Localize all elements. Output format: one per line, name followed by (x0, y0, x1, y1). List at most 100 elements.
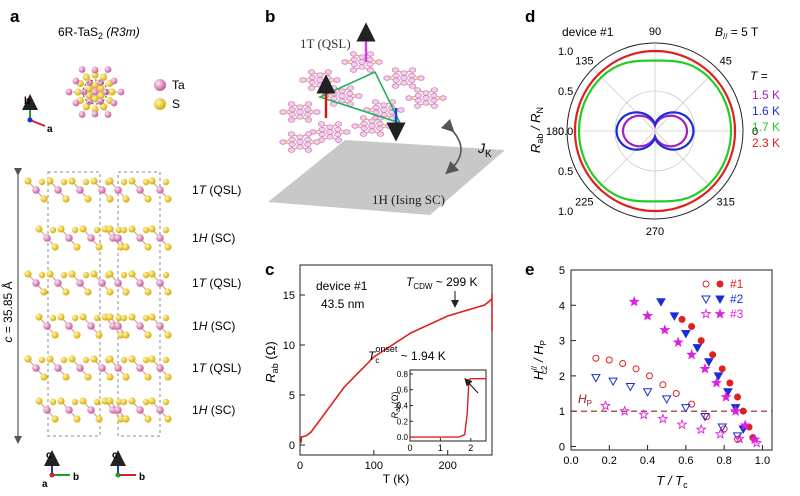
layer-label: 1T (QSL) (192, 361, 241, 375)
ta-site (279, 109, 287, 115)
ta-atom (97, 98, 104, 105)
legend-d-entry: 1.5 K (752, 88, 780, 102)
ta-site (288, 141, 296, 148)
s-atom (144, 331, 152, 339)
s-atom (106, 225, 114, 233)
s-atom (122, 373, 130, 381)
cell-box-right (117, 171, 161, 437)
ta-atom (32, 279, 40, 287)
s-atom (62, 288, 70, 296)
ta-site (324, 74, 332, 81)
ta-atom (65, 406, 73, 414)
plot-e-xlabel: T / Tc (656, 473, 688, 490)
s-atom (60, 178, 68, 186)
ta-site (308, 79, 316, 86)
ta-site (355, 93, 363, 99)
s-atom (93, 226, 101, 234)
angle-tick-label: 315 (717, 197, 735, 209)
layer-label: 1T (QSL) (192, 183, 241, 197)
polar-spoke (654, 130, 718, 194)
ta-atom (76, 279, 84, 287)
s-atom (68, 355, 76, 363)
ta-site (316, 72, 324, 78)
s-atom (91, 71, 99, 79)
ta-site (405, 95, 413, 101)
ta-site (324, 69, 333, 75)
s-atom (73, 243, 81, 251)
point-4 (739, 419, 751, 430)
s-atom (106, 373, 114, 381)
inset-x-tick-label: 1 (438, 443, 443, 453)
s-atom (106, 355, 114, 363)
s-atom (115, 314, 123, 322)
y-tick-label: 1 (559, 406, 565, 418)
panel-b: b 1T (QSL) 1H (Ising SC) JK (265, 7, 505, 215)
ta-site (349, 67, 358, 73)
point-2 (703, 358, 714, 367)
s-atom (82, 271, 90, 279)
s-atom (79, 397, 87, 405)
ta-site (430, 97, 438, 104)
ta-site (304, 141, 312, 148)
s-atom (62, 195, 70, 203)
ta-site (413, 87, 422, 93)
panel-d-label: d (525, 7, 535, 26)
x-tick-label: 0.4 (640, 455, 655, 467)
ta-atom (91, 110, 99, 118)
legend-e-open-marker (702, 280, 710, 288)
point-2 (669, 312, 680, 321)
point-2 (692, 344, 703, 353)
panel-e-label: e (525, 260, 534, 279)
plot-d-ylabel: Rab / RN (528, 107, 545, 153)
legend-d-entry: 2.3 K (752, 136, 780, 150)
s-atom (99, 73, 108, 81)
polar-spoke (592, 130, 656, 194)
ta-atom (156, 186, 164, 194)
polar-series-1 (615, 111, 695, 151)
inset-ylabel: Rab(Ω) (390, 391, 402, 418)
ta-site (304, 147, 313, 153)
s-atom (60, 356, 68, 364)
s-atom (71, 226, 79, 234)
s-atom (82, 178, 90, 186)
ta-site (326, 124, 334, 130)
ta-atom-icon (154, 79, 166, 91)
inset-y-tick-label: 0.0 (397, 433, 409, 442)
ta-site (366, 51, 375, 57)
triangle-plaquette (317, 70, 402, 125)
s-atom (79, 313, 87, 321)
ta-site (408, 77, 416, 84)
s-atom (115, 398, 123, 406)
point-1 (688, 400, 696, 408)
ising-sc-label: 1H (Ising SC) (372, 192, 445, 207)
s-atom (73, 331, 81, 339)
ta-atom (110, 77, 118, 85)
tc-annotation: Tconset ~ 1.94 K (368, 344, 446, 365)
ta-atom (98, 364, 106, 372)
ta-site (366, 56, 374, 63)
ta-atom (114, 234, 122, 242)
tc-arrow (464, 378, 479, 394)
s-atom (90, 270, 98, 278)
resistance-curve (299, 294, 493, 444)
point-0 (678, 315, 686, 323)
ta-site (376, 131, 385, 137)
radial-tick-label: 0.5 (558, 86, 573, 98)
s-atom (84, 373, 92, 381)
x-tick-label: 0 (297, 460, 303, 472)
point-5 (695, 423, 707, 435)
point-4 (686, 348, 698, 360)
polar-plot: 0 45 90 135 180 225 270 315 1.0 0.5 0.0 0.5 1.0 (546, 26, 758, 238)
field-label: B// = 5 T (715, 25, 759, 41)
s-atom (122, 415, 130, 423)
ta-site (334, 131, 342, 138)
legend-e-filled-marker (714, 308, 726, 319)
ta-site (307, 85, 316, 91)
y-tick-label: 3 (559, 336, 565, 348)
radial-tick-label: 0.0 (558, 126, 573, 138)
ta-atom (76, 364, 84, 372)
x-tick-label: 0.0 (563, 455, 578, 467)
s-atom (49, 314, 57, 322)
radial-tick-label: 0.5 (558, 166, 573, 178)
point-3 (700, 412, 710, 422)
